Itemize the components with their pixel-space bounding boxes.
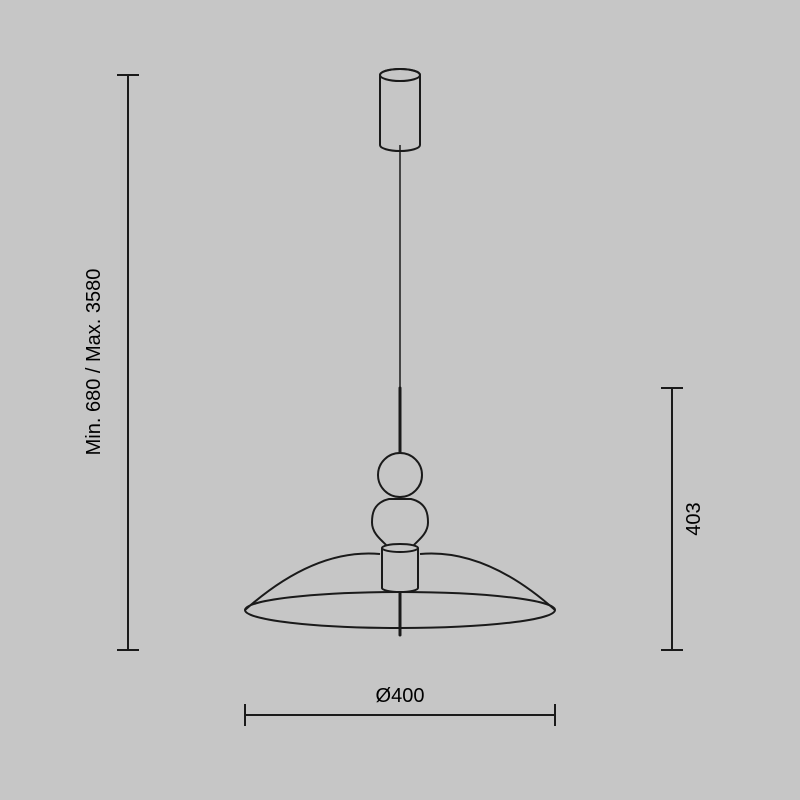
- dim-height-fixture: 403: [661, 388, 705, 650]
- dim-height-total-label: Min. 680 / Max. 3580: [83, 269, 105, 456]
- dim-height-fixture-label: 403: [683, 502, 705, 535]
- dim-diameter: Ø400: [245, 685, 555, 726]
- socket: [382, 548, 418, 592]
- dim-height-total: Min. 680 / Max. 3580: [83, 75, 139, 650]
- diagram-stage: Min. 680 / Max. 3580 403 Ø400: [0, 0, 800, 800]
- dim-diameter-label: Ø400: [376, 685, 425, 707]
- ornament-sphere: [378, 453, 422, 497]
- ornament-urn: [372, 499, 428, 548]
- pendant-lamp: [245, 69, 555, 635]
